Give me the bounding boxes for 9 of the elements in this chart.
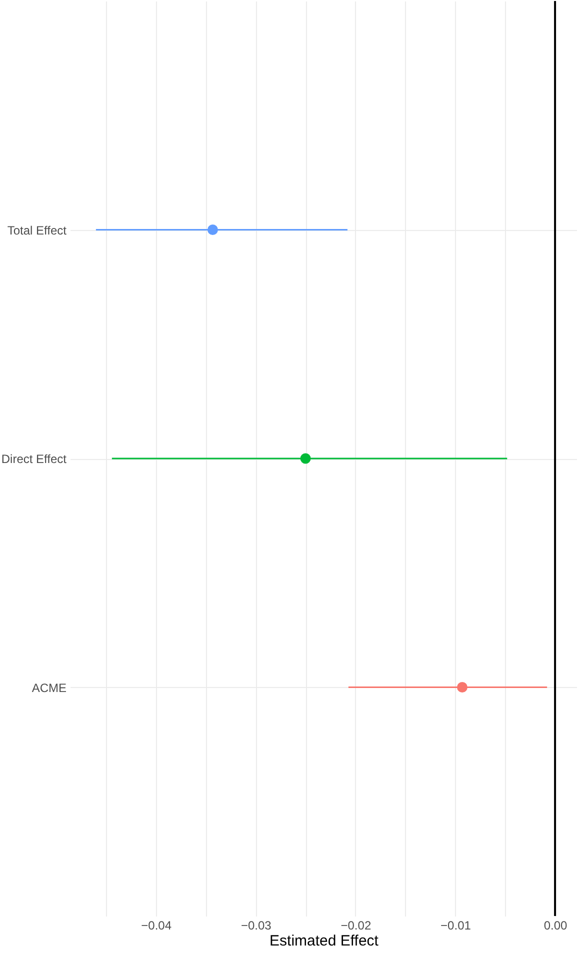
y-tick-label: Direct Effect	[1, 452, 68, 466]
x-tick-label: −0.01	[440, 918, 472, 932]
y-tick-label: Total Effect	[7, 223, 68, 238]
x-tick-label: −0.04	[141, 918, 172, 932]
x-tick-label: −0.02	[340, 918, 372, 932]
x-tick-label: 0.00	[544, 918, 568, 932]
y-tick-label: ACME	[32, 680, 66, 695]
x-tick-label: −0.03	[240, 918, 272, 932]
x-axis-title: Estimated Effect	[270, 932, 380, 950]
